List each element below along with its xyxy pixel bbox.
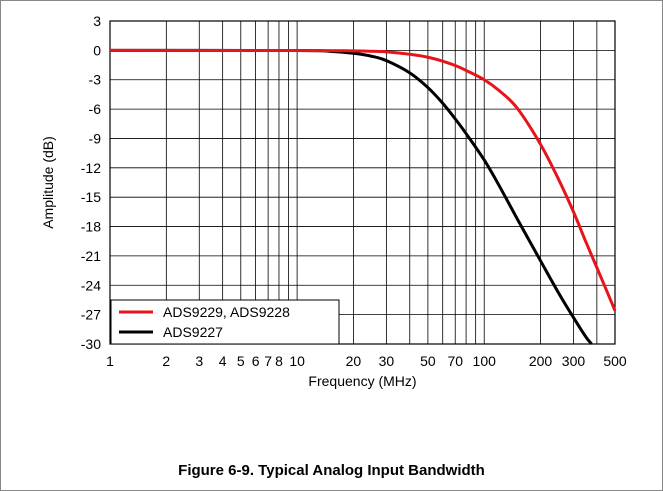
x-tick-label: 50	[420, 353, 436, 369]
figure-caption: Figure 6-9. Typical Analog Input Bandwid…	[178, 462, 485, 479]
x-axis-title: Frequency (MHz)	[308, 373, 416, 389]
x-tick-label: 2	[162, 353, 170, 369]
y-tick-label: 0	[93, 42, 101, 58]
x-tick-label: 4	[219, 353, 227, 369]
y-axis-title: Amplitude (dB)	[40, 136, 56, 229]
y-tick-label: -6	[89, 101, 102, 117]
x-tick-label: 70	[447, 353, 463, 369]
y-tick-label: -15	[81, 189, 101, 205]
x-tick-label: 200	[529, 353, 553, 369]
x-tick-label: 300	[562, 353, 586, 369]
y-tick-label: -27	[81, 307, 101, 323]
legend-label: ADS9229, ADS9228	[163, 304, 290, 320]
y-tick-label: -12	[81, 160, 101, 176]
x-tick-label: 30	[379, 353, 395, 369]
y-tick-label: -9	[89, 130, 102, 146]
y-tick-label: 3	[93, 13, 101, 29]
x-tick-label: 7	[264, 353, 272, 369]
x-tick-label: 500	[603, 353, 627, 369]
y-tick-label: -30	[81, 336, 101, 352]
y-tick-label: -24	[81, 277, 101, 293]
x-tick-label: 3	[195, 353, 203, 369]
x-tick-label: 100	[473, 353, 497, 369]
legend-label: ADS9227	[163, 324, 223, 340]
y-tick-label: -21	[81, 248, 101, 264]
x-tick-label: 5	[237, 353, 245, 369]
y-tick-label: -18	[81, 219, 101, 235]
series-line-ads9229-ads9228	[109, 48, 617, 312]
plot-frame	[109, 20, 616, 345]
x-tick-label: 8	[275, 353, 283, 369]
x-tick-label: 10	[289, 353, 305, 369]
x-tick-label: 6	[252, 353, 260, 369]
y-tick-label: -3	[89, 72, 102, 88]
legend-box	[110, 299, 340, 345]
x-tick-label: 20	[346, 353, 362, 369]
x-tick-label: 1	[106, 353, 114, 369]
